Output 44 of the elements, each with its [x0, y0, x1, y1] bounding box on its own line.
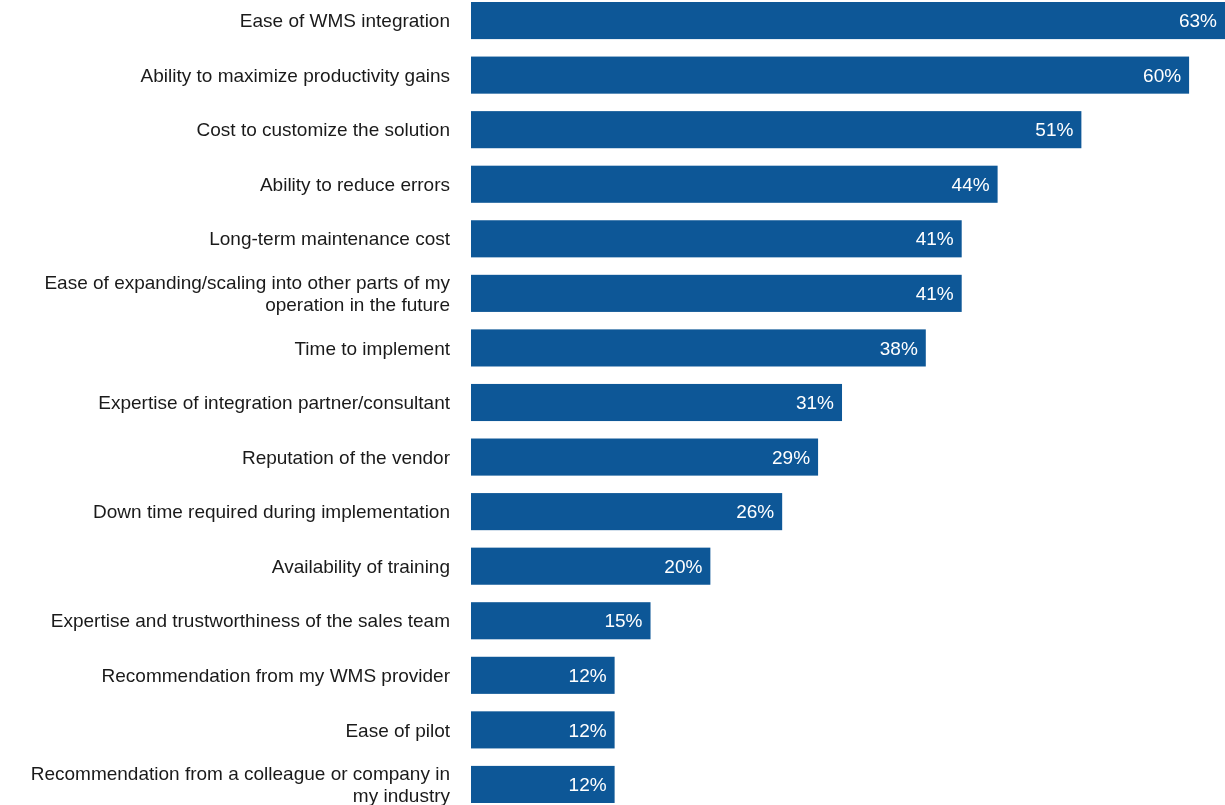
data-label: 63%: [1178, 10, 1218, 32]
y-tick-label: Reputation of the vendor: [241, 446, 451, 468]
bar: [471, 711, 615, 749]
bar: [471, 220, 962, 258]
data-label: 15%: [604, 610, 643, 632]
bar: [471, 765, 615, 803]
bar: [471, 2, 1225, 40]
data-label: 12%: [568, 774, 607, 796]
bar: [471, 329, 926, 367]
bar: [471, 383, 843, 422]
data-label: 38%: [879, 337, 918, 359]
y-tick-label: Long-term maintenance cost: [209, 228, 451, 250]
data-label: 20%: [664, 555, 703, 577]
data-label: 51%: [1035, 119, 1074, 141]
bar: [471, 438, 819, 476]
y-tick-label: Time to implement: [294, 337, 451, 359]
data-label: 44%: [951, 173, 990, 195]
y-tick-label: Ease of pilot: [345, 719, 451, 741]
y-tick-label: Expertise and trustworthiness of the sales team: [50, 610, 450, 632]
bar: [471, 274, 962, 312]
data-label: 31%: [795, 392, 835, 414]
y-tick-label: Ease of WMS integration: [239, 10, 450, 32]
bar: [471, 656, 615, 694]
y-tick-label: Ability to reduce errors: [259, 173, 450, 195]
bar: [471, 493, 783, 531]
bar: [471, 111, 1082, 149]
y-tick-label: Cost to customize the solution: [196, 119, 450, 141]
bar: [471, 165, 998, 203]
y-tick-label: Ease of expanding/scaling into other parts of my operation in the future: [44, 272, 451, 316]
data-label: 41%: [915, 283, 954, 305]
bar: [471, 56, 1190, 94]
data-label: 41%: [915, 228, 954, 250]
data-label: 29%: [772, 446, 811, 468]
bar: [471, 547, 711, 585]
y-tick-label: Availability of training: [271, 555, 450, 577]
y-tick-label: Expertise of integration partner/consultant: [98, 392, 451, 414]
y-tick-label: Ability to maximize productivity gains: [140, 64, 450, 86]
y-tick-label: Down time required during implementation: [93, 501, 450, 523]
y-tick-label: Recommendation from my WMS provider: [101, 664, 451, 686]
bar: [471, 602, 651, 640]
data-label: 12%: [568, 719, 607, 741]
data-label: 12%: [568, 664, 607, 686]
data-label: 26%: [736, 501, 775, 523]
data-label: 60%: [1143, 64, 1182, 86]
